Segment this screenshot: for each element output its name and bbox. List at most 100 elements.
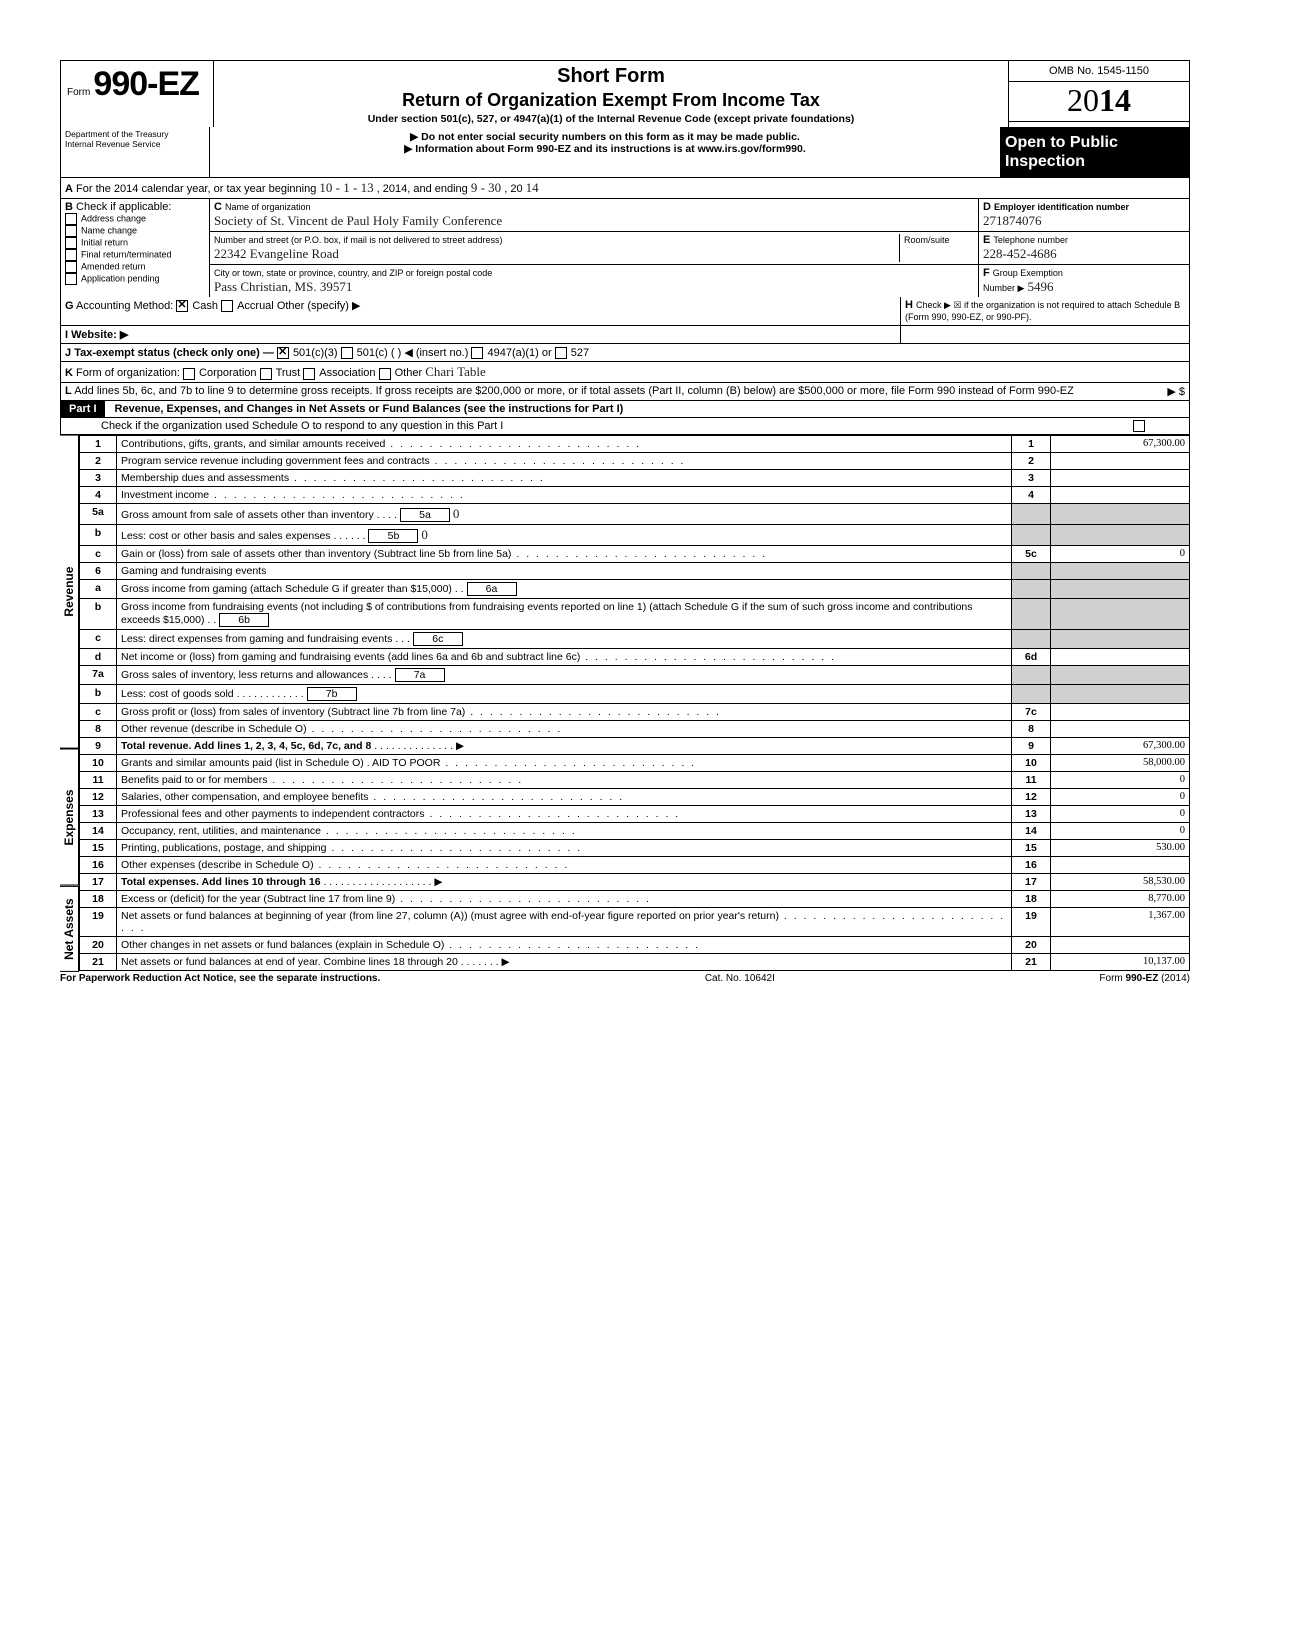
rowI-title: Website: ▶ [71, 329, 128, 341]
rowJ-title: Tax-exempt status (check only one) — [74, 347, 274, 359]
line-13: 13Professional fees and other payments t… [80, 806, 1190, 823]
rows-b-f: B Check if applicable: Address change Na… [61, 199, 1189, 297]
dept2: Internal Revenue Service [65, 139, 205, 149]
col-b: B Check if applicable: Address change Na… [61, 199, 210, 297]
line-5b: bLess: cost or other basis and sales exp… [80, 525, 1190, 546]
4947-checkbox[interactable] [471, 347, 483, 359]
line-5a: 5aGross amount from sale of assets other… [80, 504, 1190, 525]
opt-initial[interactable]: Initial return [65, 237, 205, 249]
dept1: Department of the Treasury [65, 129, 205, 139]
line-7a: 7aGross sales of inventory, less returns… [80, 666, 1190, 685]
warn2: Information about Form 990-EZ and its in… [214, 143, 996, 155]
rowK-title: Form of organization: [76, 367, 180, 379]
rowD-title: Employer identification number [994, 202, 1129, 212]
lines-block: Revenue Expenses Net Assets 1Contributio… [60, 435, 1190, 971]
assoc-checkbox[interactable] [303, 368, 315, 380]
rowK-val: Chari Table [425, 364, 486, 379]
phone: 228-452-4686 [983, 246, 1057, 261]
line-21: 21Net assets or fund balances at end of … [80, 954, 1190, 971]
part1-checkbox[interactable] [1133, 420, 1145, 432]
cash-checkbox[interactable] [176, 300, 188, 312]
return-title: Return of Organization Exempt From Incom… [220, 90, 1002, 111]
line-11: 11Benefits paid to or for members110 [80, 772, 1190, 789]
label-b: B [65, 201, 73, 213]
open-public: Open to Public Inspection [1000, 127, 1189, 177]
part1-check-row: Check if the organization used Schedule … [60, 418, 1190, 435]
opt-amended[interactable]: Amended return [65, 261, 205, 273]
section-labels: Revenue Expenses Net Assets [60, 435, 79, 971]
info-block: A For the 2014 calendar year, or tax yea… [60, 178, 1190, 401]
row-a: A For the 2014 calendar year, or tax yea… [61, 178, 1189, 199]
year-bold: 14 [1099, 82, 1131, 118]
header-left: Form 990-EZ [61, 61, 214, 127]
name-label: Name of organization [225, 202, 311, 212]
footer-left: For Paperwork Reduction Act Notice, see … [60, 973, 380, 984]
row-l: L Add lines 5b, 6c, and 7b to line 9 to … [61, 383, 1189, 400]
line-18: 18Excess or (deficit) for the year (Subt… [80, 891, 1190, 908]
rowA-begin: 10 - 1 - 13 [319, 180, 373, 195]
line-14: 14Occupancy, rent, utilities, and mainte… [80, 823, 1190, 840]
rowG-title: Accounting Method: [76, 300, 173, 312]
warn1: Do not enter social security numbers on … [214, 131, 996, 143]
line-4: 4Investment income4 [80, 487, 1190, 504]
city-label: City or town, state or province, country… [214, 268, 492, 278]
opt-address[interactable]: Address change [65, 213, 205, 225]
rowF-numlabel: Number ▶ [983, 283, 1024, 293]
501c-insert: ) ◀ (insert no.) [398, 347, 469, 359]
trust-checkbox[interactable] [260, 368, 272, 380]
footer-right: Form 990-EZ (2014) [1099, 973, 1190, 984]
label-e: E [983, 234, 990, 246]
omb-number: OMB No. 1545-1150 [1009, 61, 1189, 82]
header-center: Short Form Return of Organization Exempt… [214, 61, 1008, 127]
label-i: I [65, 329, 68, 341]
label-l: L [65, 385, 72, 397]
corp-checkbox[interactable] [183, 368, 195, 380]
row-h: H Check ▶ ☒ if the organization is not r… [901, 297, 1189, 325]
527-checkbox[interactable] [555, 347, 567, 359]
label-g: G [65, 300, 74, 312]
section-netassets: Net Assets [60, 886, 79, 972]
street: 22342 Evangeline Road [214, 246, 339, 261]
lines-table: 1Contributions, gifts, grants, and simil… [79, 435, 1190, 971]
tax-year: 2014 [1009, 82, 1189, 122]
line-6c: cLess: direct expenses from gaming and f… [80, 630, 1190, 649]
row-gh: G Accounting Method: Cash Accrual Other … [61, 297, 1189, 326]
short-form: Short Form [220, 65, 1002, 88]
part1-title: Revenue, Expenses, and Changes in Net As… [115, 403, 624, 415]
rowH-text: Check ▶ ☒ if the organization is not req… [905, 300, 1180, 322]
501c3-label: 501(c)(3) [293, 347, 338, 359]
opt-pending[interactable]: Application pending [65, 273, 205, 285]
501c3-checkbox[interactable] [277, 347, 289, 359]
527-label: 527 [571, 347, 589, 359]
line-10: 10Grants and similar amounts paid (list … [80, 755, 1190, 772]
opt-final[interactable]: Final return/terminated [65, 249, 205, 261]
room-label: Room/suite [904, 235, 950, 245]
label-f: F [983, 267, 990, 279]
header-right: OMB No. 1545-1150 2014 [1008, 61, 1189, 127]
rowA-text2: , 2014, and ending [377, 183, 468, 195]
cash-label: Cash [192, 300, 218, 312]
dept-row: Department of the Treasury Internal Reve… [60, 127, 1190, 178]
row-i: I Website: ▶ [61, 326, 1189, 344]
line-8: 8Other revenue (describe in Schedule O)8 [80, 721, 1190, 738]
header: Form 990-EZ Short Form Return of Organiz… [60, 60, 1190, 127]
rowL-text: Add lines 5b, 6c, and 7b to line 9 to de… [74, 385, 1074, 397]
label-d: D [983, 201, 991, 213]
rowA-text3: , 20 [504, 183, 522, 195]
opt-name[interactable]: Name change [65, 225, 205, 237]
line-5c: cGain or (loss) from sale of assets othe… [80, 546, 1190, 563]
rowA-end: 9 - 30 [471, 180, 501, 195]
line-6b: bGross income from fundraising events (n… [80, 599, 1190, 630]
line-7c: cGross profit or (loss) from sales of in… [80, 704, 1190, 721]
dept-left: Department of the Treasury Internal Reve… [61, 127, 210, 177]
line-6: 6Gaming and fundraising events [80, 563, 1190, 580]
year-prefix: 20 [1067, 82, 1099, 118]
label-a: A [65, 183, 73, 195]
label-j: J [65, 347, 71, 359]
line-20: 20Other changes in net assets or fund ba… [80, 937, 1190, 954]
org-name: Society of St. Vincent de Paul Holy Fami… [214, 213, 502, 228]
label-h: H [905, 299, 913, 311]
accrual-checkbox[interactable] [221, 300, 233, 312]
501c-checkbox[interactable] [341, 347, 353, 359]
other-checkbox[interactable] [379, 368, 391, 380]
